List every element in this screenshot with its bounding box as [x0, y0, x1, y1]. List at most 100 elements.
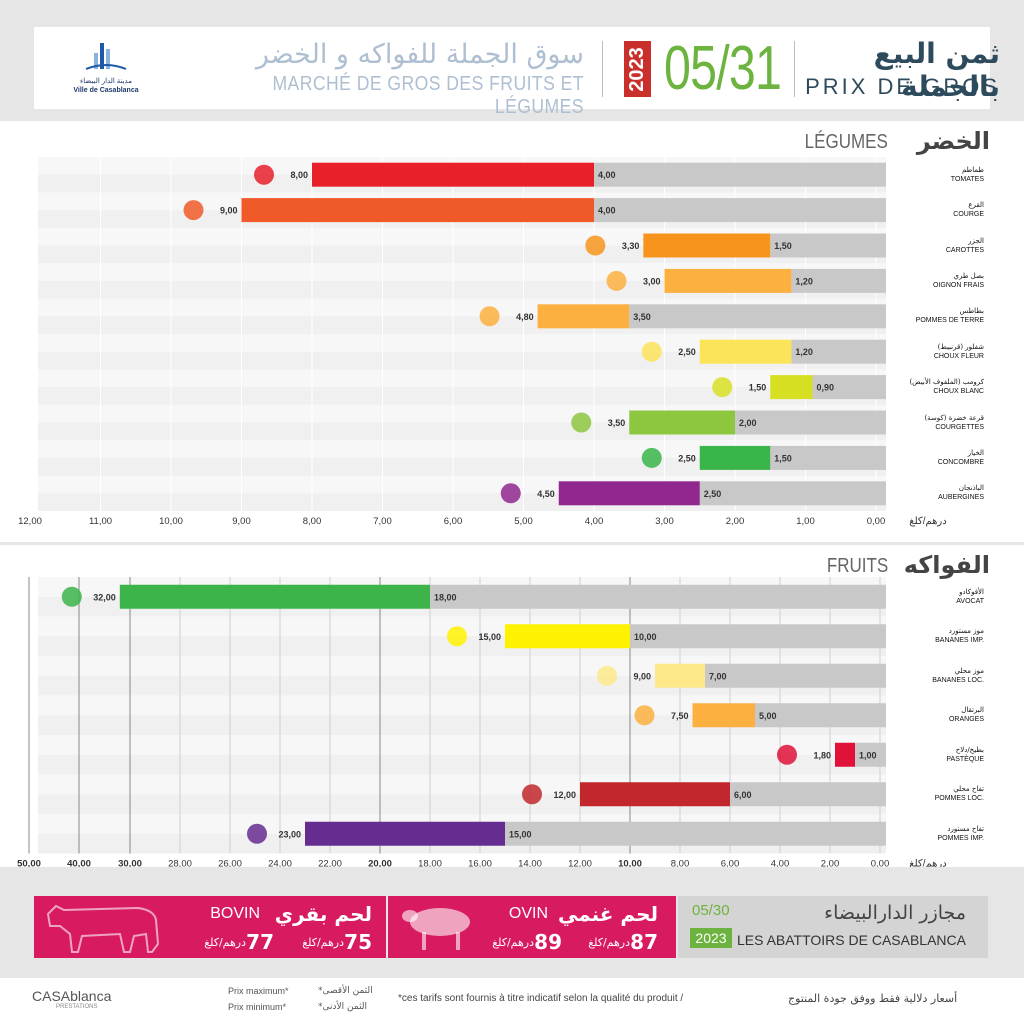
abattoirs-date: 05/30 — [692, 902, 730, 919]
legend-max-ar: *الثمن الأقصى — [318, 986, 373, 996]
abattoirs-year: 2023 — [690, 928, 732, 948]
max-value-label: 2,50 — [678, 453, 696, 463]
tick-label: 8,00 — [671, 859, 690, 868]
category-label-ar: قرعة خضرة (كوسة) — [924, 413, 984, 422]
title-ar: ثمن البيع بالجملة — [873, 37, 1000, 103]
max-value-label: 4,80 — [516, 312, 534, 322]
min-value-label: 1,50 — [774, 453, 792, 463]
max-value-label: 1,80 — [813, 750, 831, 760]
row-stripe — [38, 735, 886, 755]
tick-label: 8,00 — [303, 516, 322, 527]
category-label-fr: COURGE — [953, 211, 984, 219]
category-label-fr: AUBERGINES — [938, 494, 984, 502]
max-value-label: 9,00 — [633, 671, 651, 681]
cow-icon — [46, 904, 160, 953]
tick-label: 20,00 — [368, 859, 392, 868]
category-label-fr: POMMES LOC. — [934, 795, 984, 803]
disclaimer-ar: أسعار دلالية فقط ووفق جودة المنتوج — [788, 992, 958, 1005]
min-price-bar — [812, 375, 886, 400]
price-range-bar — [241, 198, 594, 223]
category-label: بصل طري OIGNON FRAIS — [933, 272, 984, 290]
tick-label: 16,00 — [468, 859, 492, 868]
min-value-label: 10,00 — [634, 632, 657, 642]
fruits-title-fr: FRUITS — [826, 555, 888, 577]
category-label: الأفوكادو AVOCAT — [956, 588, 984, 606]
tick-label: 40,00 — [67, 859, 91, 868]
market-title-fr: MARCHÉ DE GROS DES FRUITS ET LÉGUMES — [272, 73, 584, 118]
tick-label: 0,00 — [867, 516, 886, 527]
max-value-label: 2,50 — [678, 347, 696, 357]
min-price-bar — [505, 821, 886, 846]
tick-label: 6,00 — [444, 516, 463, 527]
price-range-bar — [699, 445, 771, 470]
min-price-bar — [730, 782, 886, 807]
category-label-ar: الباذنجان — [958, 484, 984, 493]
legend-min-ar: *الثمن الأدنى — [318, 1002, 368, 1012]
vegetables-title-fr: LÉGUMES — [804, 131, 888, 153]
disclaimer-fr: *ces tarifs sont fournis à titre indicat… — [398, 993, 684, 1004]
abattoirs-title-fr: LES ABATTOIRS DE CASABLANCA — [736, 932, 966, 948]
produce-icon — [712, 377, 733, 398]
tick-label: 26,00 — [218, 859, 242, 868]
max-value-label: 4,50 — [537, 489, 555, 499]
vegetables-title-ar: الخضر — [916, 127, 990, 155]
min-value-label: 5,00 — [759, 711, 777, 721]
category-label-ar: شفلور (قرنبيط) — [937, 342, 984, 351]
max-value-label: 32,00 — [93, 592, 116, 602]
category-label-ar: موز محلي — [954, 666, 984, 675]
vegetables-chart: 12,00 11,00 10,00 9,00 8,00 7,00 6,00 5,00 4,00 3… — [18, 157, 947, 527]
tick-label: 2,00 — [726, 516, 745, 527]
category-label-ar: بصل طري — [953, 271, 984, 280]
min-price-bar — [755, 703, 886, 728]
category-label: شفلور (قرنبيط) CHOUX FLEUR — [934, 343, 984, 361]
category-label-ar: الخيار — [967, 448, 984, 457]
category-label-ar: بطاطس — [959, 307, 984, 316]
produce-icon — [183, 200, 204, 221]
bovin-price-2: 77 — [246, 930, 274, 954]
category-label-ar: البرتقال — [961, 706, 984, 715]
tick-label: 18,00 — [418, 859, 442, 868]
min-price-bar — [791, 268, 886, 293]
category-label-fr: CAROTTES — [945, 246, 984, 254]
min-value-label: 1,20 — [795, 347, 813, 357]
max-value-label: 12,00 — [553, 790, 576, 800]
tick-label: 28,00 — [168, 859, 192, 868]
price-range-bar — [655, 663, 705, 688]
produce-icon — [634, 705, 655, 726]
produce-icon — [777, 744, 797, 765]
footer: CASAblanca PRESTATIONS Prix maximum* Pri… — [0, 978, 1024, 1024]
min-value-label: 1,50 — [774, 241, 792, 251]
bovin-unit: درهم/كلغ — [302, 936, 344, 949]
tick-label: 7,00 — [373, 516, 392, 527]
category-label-fr: PASTÈQUE — [946, 755, 984, 763]
ovin-unit-2: درهم/كلغ — [492, 936, 534, 949]
tick-label: 12,00 — [568, 859, 592, 868]
header: مدينة الدار البيضاء Ville de Casablanca … — [34, 27, 1000, 118]
tick-label: 3,00 — [655, 516, 674, 527]
price-range-bar — [629, 410, 735, 435]
fruits-title-ar: الفواكه — [903, 551, 990, 579]
category-label: الباذنجان AUBERGINES — [938, 484, 984, 502]
market-title-ar: سوق الجملة للفواكه و الخضر — [255, 39, 584, 70]
max-value-label: 8,00 — [290, 170, 308, 180]
category-label-fr: CHOUX BLANC — [933, 388, 984, 396]
unit-label: درهم/كلغ — [909, 859, 946, 868]
category-label-fr: POMMES IMP. — [937, 834, 984, 842]
tick-label: 22,00 — [318, 859, 342, 868]
vegetables-panel: الخضر LÉGUMES 12,00 11,00 10,00 9,00 8,00 7,0… — [0, 121, 1024, 542]
min-price-bar — [770, 445, 886, 470]
tick-label: 4,00 — [585, 516, 604, 527]
category-label: الجزر CAROTTES — [946, 237, 984, 255]
min-value-label: 1,20 — [795, 276, 813, 286]
ovin-title-ar: لحم غنمي — [557, 902, 658, 926]
logo-text-ar: مدينة الدار البيضاء — [80, 77, 132, 85]
min-price-bar — [705, 663, 886, 688]
category-label-ar: الأفوكادو — [959, 587, 984, 596]
min-price-bar — [791, 339, 886, 364]
produce-icon — [61, 586, 82, 607]
min-value-label: 7,00 — [709, 671, 727, 681]
title-fr: PRIX DE GROS — [805, 74, 1000, 99]
row-stripe — [38, 440, 886, 458]
price-date: 05/31 — [664, 34, 782, 103]
ovin-price-2: 89 — [534, 930, 562, 954]
